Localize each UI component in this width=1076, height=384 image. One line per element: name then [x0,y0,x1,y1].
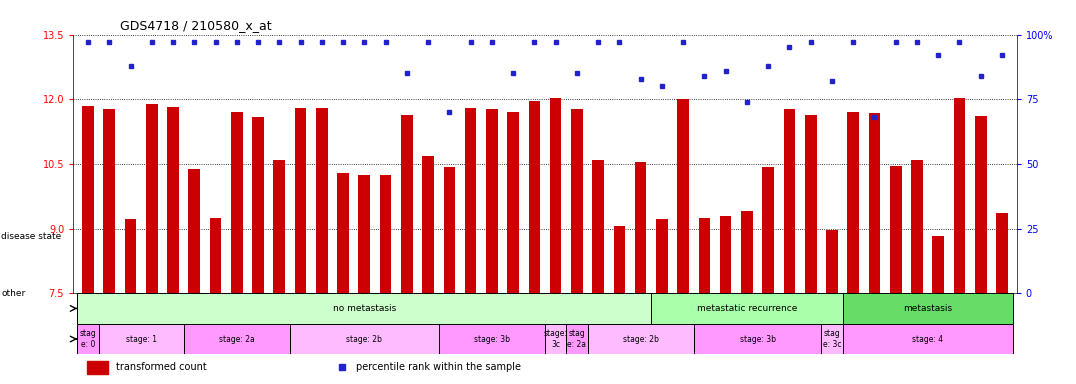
Bar [401,115,413,293]
Bar [422,156,434,293]
Bar [762,167,774,293]
Bar [843,324,1013,354]
Bar [87,361,108,374]
Bar [698,218,710,293]
Text: stag
e: 0: stag e: 0 [80,329,97,349]
Text: stage: 3b: stage: 3b [739,334,776,344]
Bar [826,230,838,293]
Bar [656,219,668,293]
Text: stage: 1: stage: 1 [126,334,157,344]
Bar [103,109,115,293]
Bar [720,217,732,293]
Bar [77,324,99,354]
Bar [783,109,795,293]
Bar [932,236,944,293]
Text: stage: 4: stage: 4 [912,334,944,344]
Bar [571,109,583,293]
Bar [252,118,264,293]
Bar [635,162,647,293]
Bar [592,161,604,293]
Text: metastasis: metastasis [903,304,952,313]
Text: disease state: disease state [1,232,61,241]
Bar [677,99,689,293]
Text: stage: 2a: stage: 2a [218,334,255,344]
Bar [953,98,965,293]
Text: stag
e: 2a: stag e: 2a [567,329,586,349]
Bar [99,324,184,354]
Bar [289,324,439,354]
Text: other: other [1,289,26,298]
Text: stag
e: 3c: stag e: 3c [823,329,841,349]
Bar [566,324,587,354]
Text: metastatic recurrence: metastatic recurrence [697,304,797,313]
Bar [184,324,289,354]
Text: transformed count: transformed count [115,362,207,372]
Bar [847,112,859,293]
Bar [613,226,625,293]
Text: stage: 2b: stage: 2b [346,334,382,344]
Bar [295,108,307,293]
Text: GDS4718 / 210580_x_at: GDS4718 / 210580_x_at [121,19,272,32]
Bar [316,108,328,293]
Bar [651,293,843,324]
Bar [439,324,544,354]
Bar [868,113,880,293]
Bar [890,166,902,293]
Bar [188,169,200,293]
Text: stage:
3c: stage: 3c [543,329,567,349]
Bar [587,324,694,354]
Bar [443,167,455,293]
Bar [911,161,923,293]
Bar [544,324,566,354]
Bar [273,160,285,293]
Bar [82,106,94,293]
Bar [975,116,987,293]
Bar [77,293,651,324]
Bar [996,214,1008,293]
Bar [146,104,158,293]
Bar [528,101,540,293]
Text: percentile rank within the sample: percentile rank within the sample [356,362,521,372]
Text: stage: 2b: stage: 2b [623,334,659,344]
Bar [821,324,843,354]
Text: no metastasis: no metastasis [332,304,396,313]
Bar [358,175,370,293]
Bar [486,109,498,293]
Bar [843,293,1013,324]
Bar [210,218,222,293]
Bar [507,112,519,293]
Bar [337,173,349,293]
Bar [380,175,392,293]
Bar [125,219,137,293]
Bar [694,324,821,354]
Bar [741,211,753,293]
Text: stage: 3b: stage: 3b [473,334,510,344]
Bar [167,106,179,293]
Bar [231,112,243,293]
Bar [465,108,477,293]
Bar [805,115,817,293]
Bar [550,98,562,293]
